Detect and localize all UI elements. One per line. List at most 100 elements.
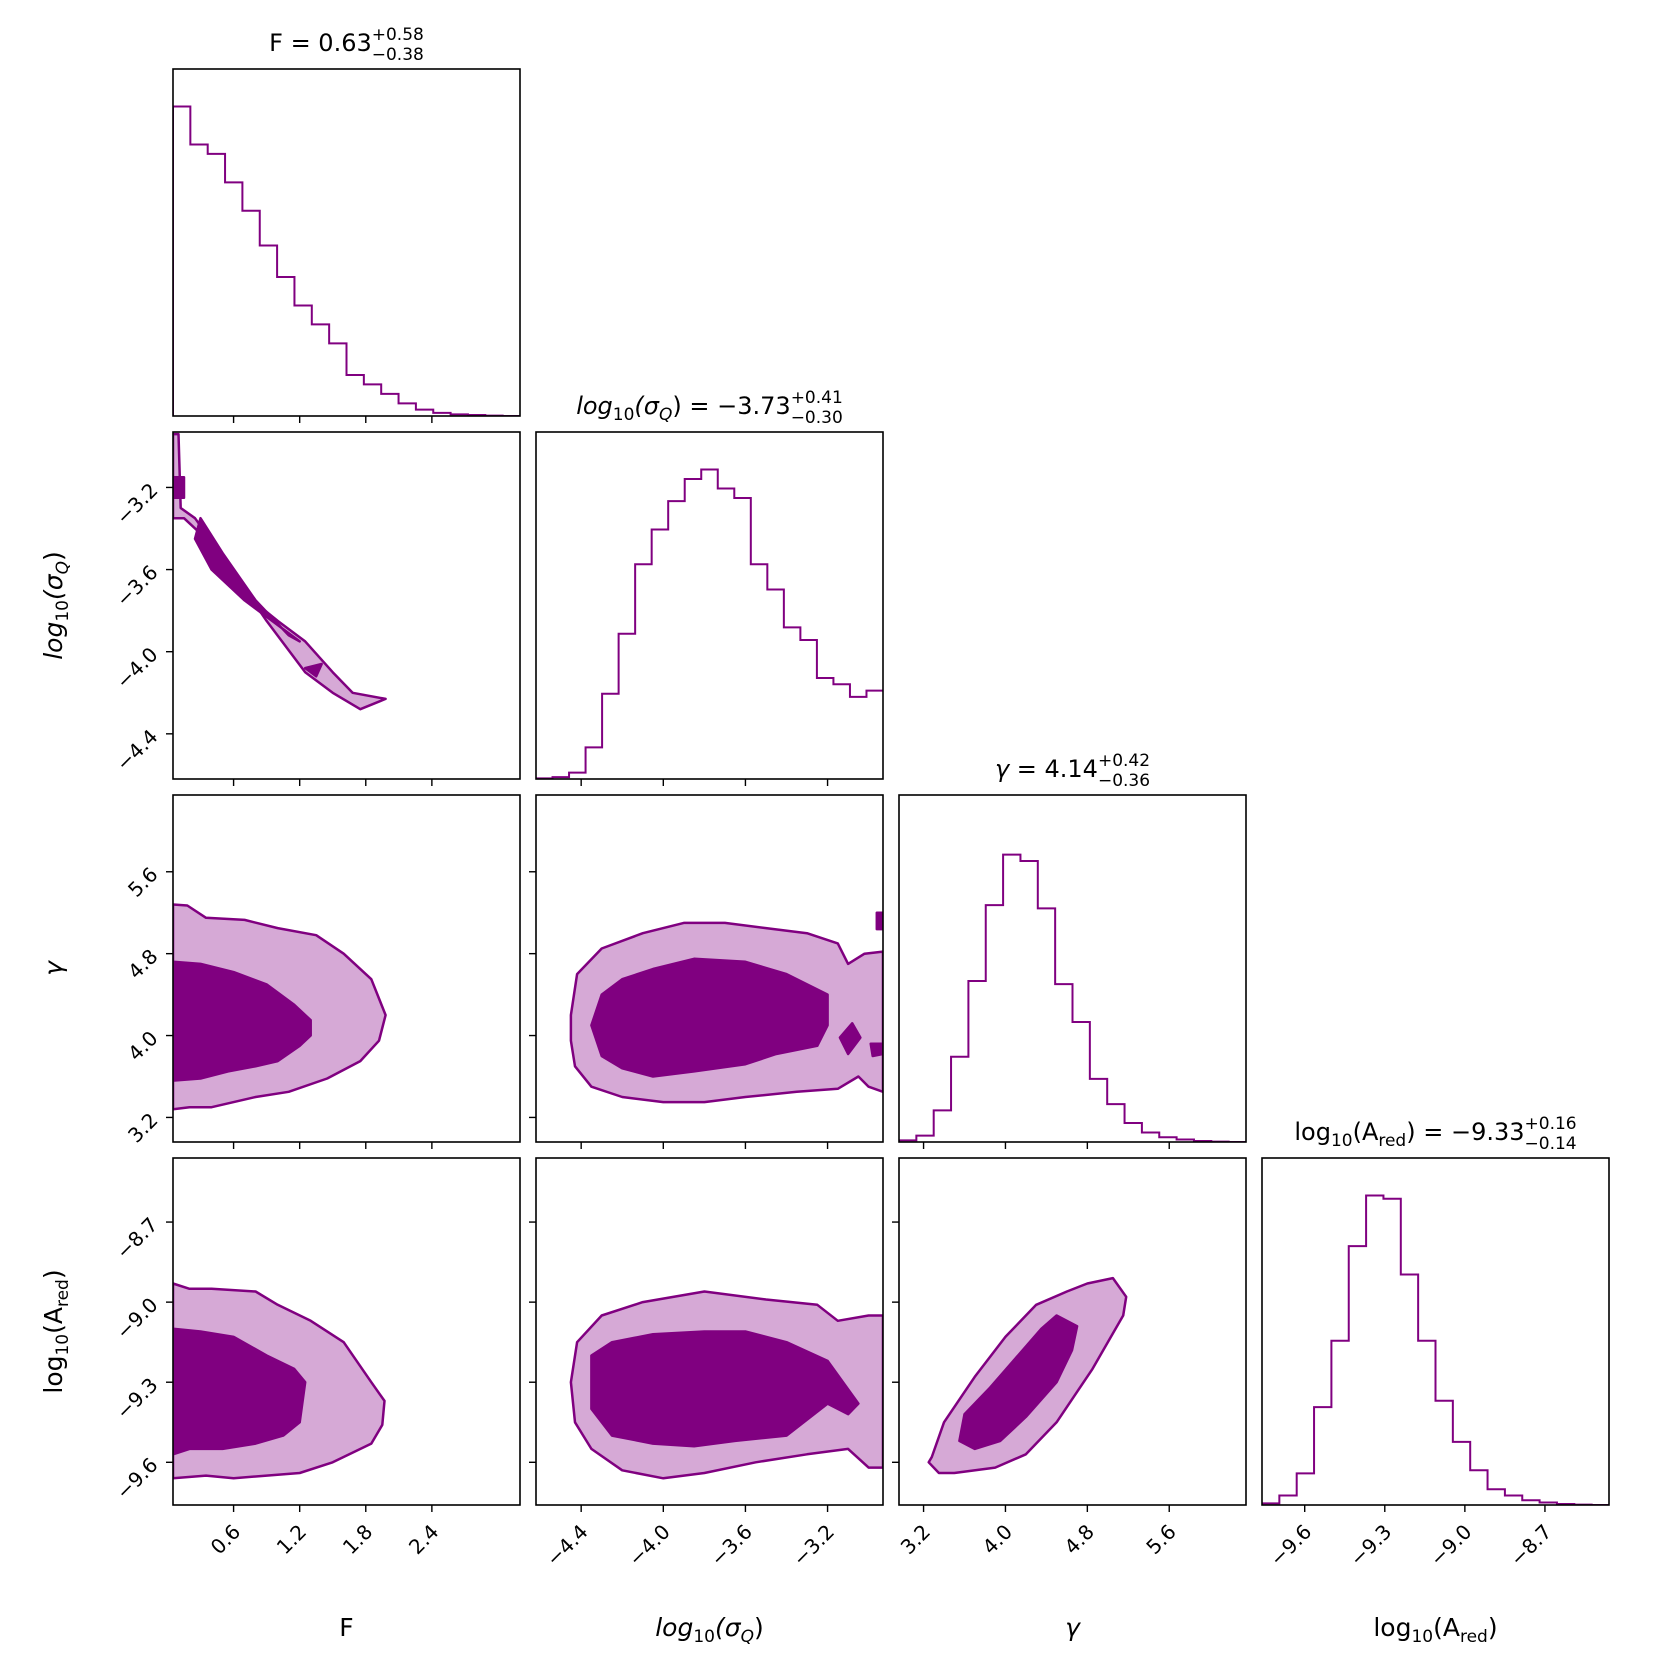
text-part: 10 [1411,1627,1433,1647]
text-part: ) [1488,1613,1498,1642]
panel-title-log10_sigma_Q: log10(σQ) = −3.73+0.41−0.30 [576,388,843,428]
text-part: log [576,392,613,420]
x-tick-label: 1.8 [338,1520,377,1559]
y-tick-label: −9.3 [111,1373,162,1424]
text-part: Q [659,405,672,425]
text-part: +0.41 [791,388,843,408]
text-part: Q [741,1627,754,1647]
x-tick-label: 1.2 [272,1520,311,1559]
text-part: Q [53,561,73,574]
x-axis-label-log10_A_red: log10(Ared) [1373,1613,1497,1647]
text-part: log [1294,1118,1331,1146]
text-part: = −3.73 [682,392,791,420]
text-part: +0.16 [1525,1114,1577,1134]
y-axis-label-gamma: γ [39,960,68,976]
x-axis-label-log10_sigma_Q: log10(σQ) [655,1613,764,1647]
text-part: red [1460,1627,1488,1647]
x-tick-label: 5.6 [1141,1520,1180,1559]
text-part: = −9.33 [1416,1118,1525,1146]
text-part: ) [39,1269,68,1279]
contour-gamma-vs-log10_A_red [929,1278,1126,1473]
y-tick-label: −9.0 [111,1293,162,1344]
text-part: = 0.63 [283,29,372,57]
y-axis-label-log10_sigma_Q: log10(σQ) [39,551,73,660]
y-tick-label: −3.6 [111,560,162,611]
text-part: 10 [613,405,635,425]
contour-inner-region [877,913,883,929]
panel-title-log10_A_red: log10(Ared) = −9.33+0.16−0.14 [1294,1114,1576,1154]
text-part: (A [39,1307,68,1334]
text-part: γ [1065,1613,1081,1642]
panel-title-gamma: γ = 4.14+0.42−0.36 [995,751,1150,791]
text-part: +0.58 [372,25,424,45]
histogram-step-line [899,855,1246,1142]
y-tick-label: −8.7 [111,1213,162,1264]
text-part: ) [672,392,681,420]
y-tick-label: 5.6 [123,862,162,901]
text-part: 10 [53,600,73,622]
contour-log10_sigma_Q-vs-log10_A_red [571,1292,883,1479]
x-tick-label: 2.4 [404,1520,443,1559]
x-tick-label: −9.6 [1265,1520,1316,1571]
x-tick-label: 4.8 [1059,1520,1098,1559]
text-part: 10 [53,1334,73,1356]
histogram-step-line [536,470,883,779]
text-part: log [39,622,68,660]
histogram-F [173,107,520,416]
x-axis-label-gamma: γ [1065,1613,1081,1642]
text-part: γ [39,960,68,976]
text-part: +0.42 [1098,751,1150,771]
text-part: log [39,1356,68,1394]
histogram-log10_sigma_Q [536,470,883,779]
text-part: (σ [39,573,68,600]
contour-F-vs-log10_sigma_Q [173,434,386,709]
contour-inner-region [173,477,184,498]
x-axis-label-F: F [339,1613,353,1642]
contour-inner-region [195,518,300,641]
y-tick-label: 4.8 [123,944,162,983]
text-part: F [339,1613,353,1642]
text-part: −0.14 [1525,1134,1577,1154]
x-tick-label: −4.0 [624,1520,675,1571]
contour-inner-region [871,1044,883,1056]
text-part: (A [1353,1118,1379,1146]
x-tick-label: −8.7 [1505,1520,1556,1571]
x-tick-label: −3.6 [706,1520,757,1571]
x-tick-label: 0.6 [206,1520,245,1559]
text-part: (σ [634,392,659,420]
text-part: 10 [693,1627,715,1647]
x-tick-label: 3.2 [896,1520,935,1559]
y-tick-label: −4.4 [111,724,162,775]
text-part: 10 [1331,1131,1353,1151]
x-tick-label: −3.2 [788,1520,839,1571]
histogram-step-line [173,107,520,416]
text-part: log [655,1613,693,1642]
panel-title-F: F = 0.63+0.58−0.38 [269,25,424,65]
x-tick-label: −9.3 [1345,1520,1396,1571]
text-part: = 4.14 [1009,755,1098,783]
contour-outer-region [173,434,386,709]
panel-frame [536,432,883,779]
x-tick-label: −9.0 [1425,1520,1476,1571]
histogram-gamma [899,855,1246,1142]
histogram-step-line [1262,1196,1609,1505]
contour-log10_sigma_Q-vs-gamma [571,913,883,1102]
y-tick-label: −3.2 [111,478,162,529]
text-part: −0.38 [372,45,424,65]
x-tick-label: 4.0 [978,1520,1017,1559]
histogram-log10_A_red [1262,1196,1609,1505]
text-part: −0.30 [791,408,843,428]
y-tick-label: −4.0 [111,642,162,693]
contour-F-vs-log10_A_red [173,1284,385,1479]
text-part: (A [1433,1613,1460,1642]
text-part: log [1373,1613,1411,1642]
text-part: red [1378,1131,1406,1151]
text-part: red [53,1279,73,1307]
text-part: ) [39,551,68,561]
text-part: (σ [715,1613,742,1642]
y-tick-label: 3.2 [123,1108,162,1147]
text-part: −0.36 [1098,771,1150,791]
y-tick-label: 4.0 [123,1026,162,1065]
